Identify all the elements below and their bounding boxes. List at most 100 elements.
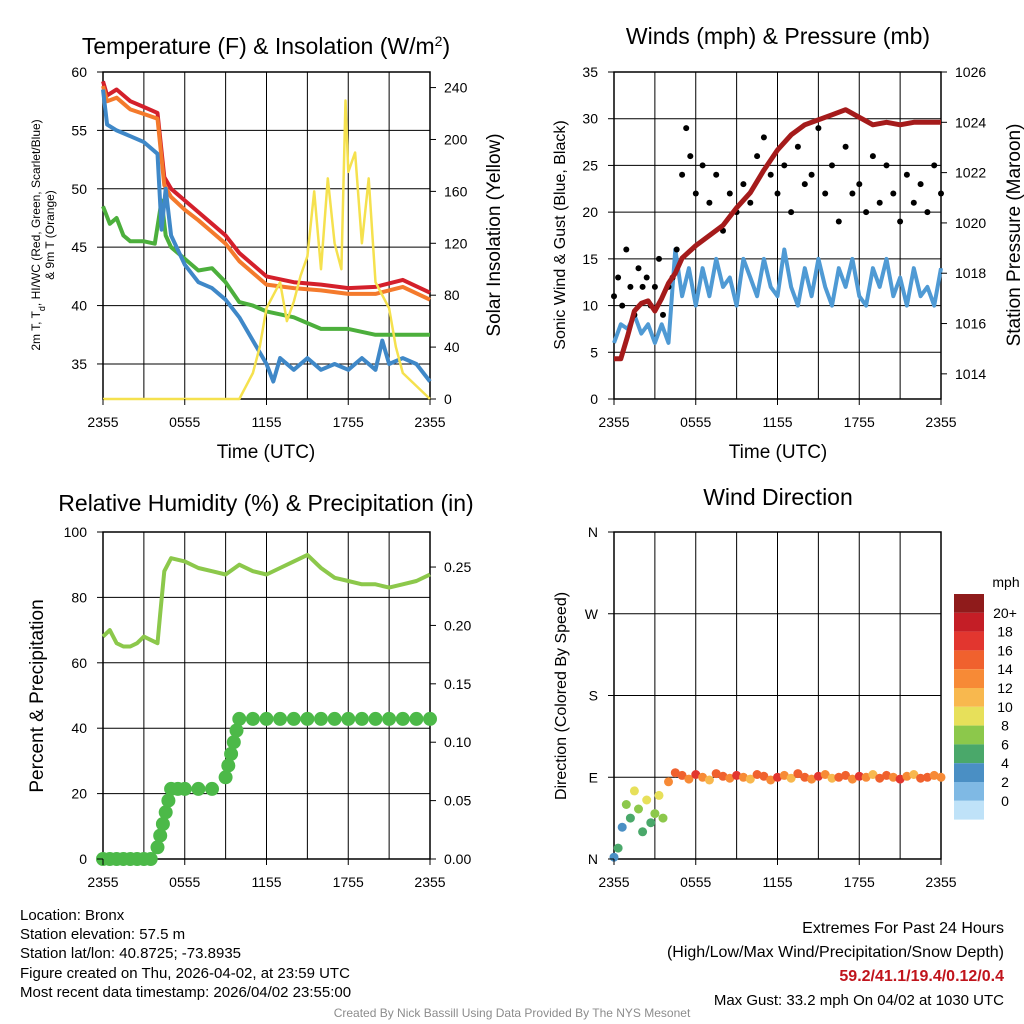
x-tick-label: 0555 bbox=[680, 874, 711, 890]
wind-direction-point bbox=[759, 771, 769, 781]
wind-direction-point bbox=[613, 843, 623, 853]
wind-direction-point bbox=[646, 818, 656, 828]
gust-point bbox=[767, 171, 774, 178]
precipitation-point bbox=[221, 758, 236, 773]
left-tick-label: 30 bbox=[582, 111, 598, 127]
right-tick-label: 80 bbox=[444, 287, 460, 303]
x-tick-label: 0555 bbox=[680, 414, 711, 430]
wind-direction-ylabel: Direction (Colored By Speed) bbox=[553, 592, 570, 800]
gust-point bbox=[849, 190, 856, 197]
speed-legend-label: 14 bbox=[997, 661, 1013, 677]
left-tick-label: N bbox=[588, 524, 598, 540]
right-tick-label: 160 bbox=[444, 183, 468, 199]
right-tick-label: 1016 bbox=[955, 316, 986, 332]
gust-point bbox=[754, 153, 761, 160]
gust-point bbox=[623, 246, 630, 253]
speed-legend-label: 0 bbox=[1001, 793, 1009, 809]
wind-direction-point bbox=[621, 800, 631, 809]
gust-point bbox=[656, 255, 662, 262]
x-tick-label: 2355 bbox=[87, 414, 118, 430]
speed-legend-label: 4 bbox=[1001, 755, 1009, 771]
left-tick-label: 0 bbox=[79, 851, 87, 867]
pressure-ylabel: Station Pressure (Maroon) bbox=[1004, 124, 1024, 347]
right-tick-label: 0.05 bbox=[444, 793, 471, 809]
max-gust: Max Gust: 33.2 mph On 04/02 at 1030 UTC bbox=[713, 992, 1004, 1009]
wind-direction-point bbox=[738, 772, 748, 782]
wind-direction-point bbox=[617, 822, 627, 832]
gust-point bbox=[774, 190, 781, 197]
wind-direction-point bbox=[827, 773, 837, 783]
precipitation-point bbox=[300, 711, 315, 726]
wind-direction-point bbox=[793, 769, 803, 779]
winds-title: Winds (mph) & Pressure (mb) bbox=[626, 23, 930, 49]
wind-direction-point bbox=[834, 772, 844, 782]
wind-direction-point bbox=[752, 770, 762, 779]
speed-legend-swatch bbox=[954, 669, 984, 688]
gust-point bbox=[615, 274, 622, 281]
right-tick-label: 200 bbox=[444, 131, 468, 147]
x-tick-label: 2355 bbox=[598, 874, 629, 890]
gust-point bbox=[643, 274, 650, 281]
gust-point bbox=[683, 125, 690, 132]
left-tick-label: 5 bbox=[590, 344, 598, 360]
sonic-wind-line bbox=[612, 247, 943, 345]
speed-legend-label: 8 bbox=[1001, 718, 1009, 734]
wind-direction-point bbox=[813, 771, 823, 781]
recent-data-timestamp: Most recent data timestamp: 2026/04/02 2… bbox=[20, 983, 352, 1001]
precipitation-point bbox=[205, 781, 219, 796]
wind-direction-point bbox=[634, 804, 643, 814]
left-tick-label: 60 bbox=[71, 64, 87, 80]
wind-direction-point bbox=[629, 786, 639, 796]
gust-point bbox=[903, 171, 910, 178]
wind-direction-point bbox=[718, 771, 728, 781]
temperature-series bbox=[101, 80, 432, 401]
wind-direction-point bbox=[670, 768, 680, 778]
solar-insolation-line bbox=[103, 99, 431, 401]
station-latlon: Station lat/lon: 40.8725; -73.8935 bbox=[20, 945, 242, 963]
gust-point bbox=[835, 218, 842, 225]
wind-direction-point bbox=[820, 770, 830, 779]
speed-legend-swatch bbox=[954, 650, 984, 670]
gust-point bbox=[917, 181, 924, 188]
speed-legend-swatch bbox=[954, 763, 984, 782]
right-tick-label: 1024 bbox=[955, 114, 986, 130]
x-tick-label: 2355 bbox=[925, 874, 956, 890]
x-tick-label: 1155 bbox=[251, 874, 281, 890]
right-tick-label: 0.10 bbox=[444, 734, 471, 750]
gust-point bbox=[679, 171, 686, 178]
right-tick-label: 1018 bbox=[955, 265, 986, 281]
precipitation-point bbox=[226, 735, 241, 750]
speed-legend-swatch bbox=[954, 688, 984, 707]
extremes-subtitle: (High/Low/Max Wind/Precipitation/Snow De… bbox=[666, 944, 1004, 961]
left-tick-label: 55 bbox=[71, 122, 87, 138]
humidity-series bbox=[96, 552, 437, 866]
gust-point bbox=[808, 171, 815, 178]
gust-point bbox=[760, 134, 767, 141]
winds-panel: Winds (mph) & Pressure (mb) 2355 0555 1155… bbox=[552, 23, 1024, 463]
gust-point bbox=[706, 199, 713, 206]
gust-point bbox=[897, 218, 904, 225]
wind-direction-point bbox=[779, 770, 789, 780]
left-tick-label: 35 bbox=[71, 356, 87, 372]
x-tick-label: 2355 bbox=[414, 874, 445, 890]
wind-direction-point bbox=[625, 813, 635, 823]
left-tick-label: 40 bbox=[71, 298, 87, 314]
temperature-ylabel-line2: & 9m T (Orange) bbox=[43, 190, 57, 280]
left-tick-label: 60 bbox=[71, 655, 87, 671]
x-tick-label: 0555 bbox=[169, 414, 200, 430]
station-elevation: Station elevation: 57.5 m bbox=[20, 926, 186, 944]
extremes-box: Extremes For Past 24 Hours (High/Low/Max… bbox=[667, 917, 1004, 1013]
precipitation-point bbox=[354, 711, 369, 726]
gust-point bbox=[651, 283, 658, 290]
precipitation-point bbox=[232, 711, 247, 726]
left-tick-label: 45 bbox=[71, 239, 87, 255]
left-tick-label: 35 bbox=[582, 64, 598, 80]
wind-direction-point bbox=[882, 770, 891, 780]
gust-point bbox=[876, 199, 883, 206]
speed-legend-label: 10 bbox=[997, 699, 1013, 715]
precipitation-point bbox=[341, 711, 356, 726]
wind-direction-point bbox=[875, 773, 885, 783]
left-tick-label: 50 bbox=[71, 181, 87, 197]
temperature-panel: Temperature (F) & Insolation (W/m2) 2355… bbox=[29, 33, 505, 463]
precipitation-point bbox=[409, 711, 424, 726]
